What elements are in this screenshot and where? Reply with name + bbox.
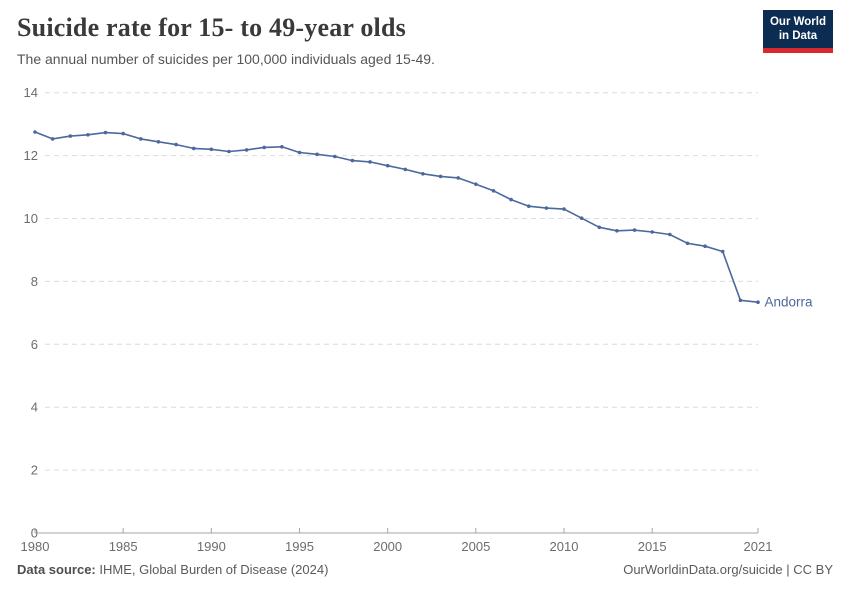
data-source-label: Data source: — [17, 562, 96, 577]
data-point[interactable] — [68, 134, 73, 138]
data-point[interactable] — [121, 131, 125, 136]
y-axis-tick-label: 10 — [24, 211, 38, 226]
chart-footer: Data source: IHME, Global Burden of Dise… — [0, 562, 850, 586]
x-axis-tick-label: 1990 — [197, 539, 226, 554]
data-point[interactable] — [227, 149, 231, 154]
data-point[interactable] — [703, 244, 707, 248]
data-point[interactable] — [156, 140, 161, 144]
data-point[interactable] — [597, 225, 602, 230]
data-point[interactable] — [350, 158, 355, 163]
data-point[interactable] — [562, 207, 566, 211]
data-point[interactable] — [333, 154, 337, 159]
data-point[interactable] — [491, 189, 496, 193]
data-source: Data source: IHME, Global Burden of Dise… — [17, 562, 328, 577]
x-axis-tick-label: 1980 — [21, 539, 50, 554]
y-axis-tick-label: 4 — [31, 400, 38, 415]
owid-logo-line2: in Data — [778, 30, 818, 43]
data-point[interactable] — [174, 142, 178, 147]
data-source-text: IHME, Global Burden of Disease (2024) — [95, 562, 329, 577]
data-point[interactable] — [244, 148, 249, 152]
data-point[interactable] — [438, 174, 443, 179]
data-point[interactable] — [509, 197, 513, 202]
data-point[interactable] — [421, 172, 425, 176]
data-point[interactable] — [632, 228, 637, 232]
data-point[interactable] — [756, 300, 760, 304]
owid-logo-line1: Our World — [769, 16, 826, 28]
owid-logo[interactable]: Our World in Data — [762, 10, 833, 53]
series-end-label[interactable]: Andorra — [764, 295, 813, 310]
x-axis-tick-label: 2000 — [373, 539, 402, 554]
x-axis-tick-label: 2010 — [550, 539, 579, 554]
license-link[interactable]: OurWorldinData.org/suicide | CC BY — [623, 562, 833, 577]
data-point[interactable] — [262, 145, 267, 150]
data-point[interactable] — [544, 206, 549, 210]
data-point[interactable] — [650, 230, 654, 234]
data-point[interactable] — [668, 232, 672, 237]
y-axis-tick-label: 0 — [31, 526, 38, 541]
data-point[interactable] — [33, 130, 37, 134]
data-point[interactable] — [456, 176, 461, 180]
data-point[interactable] — [103, 130, 108, 135]
data-point[interactable] — [474, 182, 478, 186]
x-axis-tick-label: 1995 — [285, 539, 314, 554]
x-axis-tick-label: 2015 — [638, 539, 667, 554]
data-point[interactable] — [368, 160, 372, 164]
data-point[interactable] — [209, 147, 214, 152]
data-point[interactable] — [315, 152, 319, 157]
line-chart: 0 2 4 6 8 10 12 14 1980 1985 1990 1995 2000 2005 2010 2… — [0, 80, 850, 560]
series-line[interactable] — [34, 131, 759, 303]
y-axis-tick-label: 2 — [31, 463, 38, 478]
data-point[interactable] — [720, 249, 725, 254]
data-point[interactable] — [738, 298, 743, 303]
data-point[interactable] — [403, 167, 408, 172]
y-axis-tick-label: 14 — [24, 85, 38, 100]
data-point[interactable] — [579, 216, 584, 220]
y-axis-tick-label: 8 — [31, 274, 38, 289]
x-axis-tick-label: 2021 — [744, 539, 773, 554]
data-point[interactable] — [280, 145, 284, 149]
data-point[interactable] — [615, 229, 619, 233]
y-axis-tick-label: 12 — [24, 148, 38, 163]
data-point[interactable] — [191, 146, 196, 151]
data-point[interactable] — [139, 137, 143, 141]
data-point[interactable] — [385, 163, 390, 168]
data-point[interactable] — [297, 150, 302, 155]
chart-subtitle: The annual number of suicides per 100,00… — [17, 51, 435, 67]
x-axis-tick-label: 2005 — [461, 539, 490, 554]
page-title: Suicide rate for 15- to 49-year olds — [17, 13, 406, 42]
data-point[interactable] — [527, 204, 531, 208]
data-point[interactable] — [50, 137, 55, 141]
x-axis-tick-label: 1985 — [109, 539, 138, 554]
data-point[interactable] — [685, 241, 690, 246]
y-axis-tick-label: 6 — [31, 337, 38, 352]
data-point[interactable] — [86, 133, 90, 137]
